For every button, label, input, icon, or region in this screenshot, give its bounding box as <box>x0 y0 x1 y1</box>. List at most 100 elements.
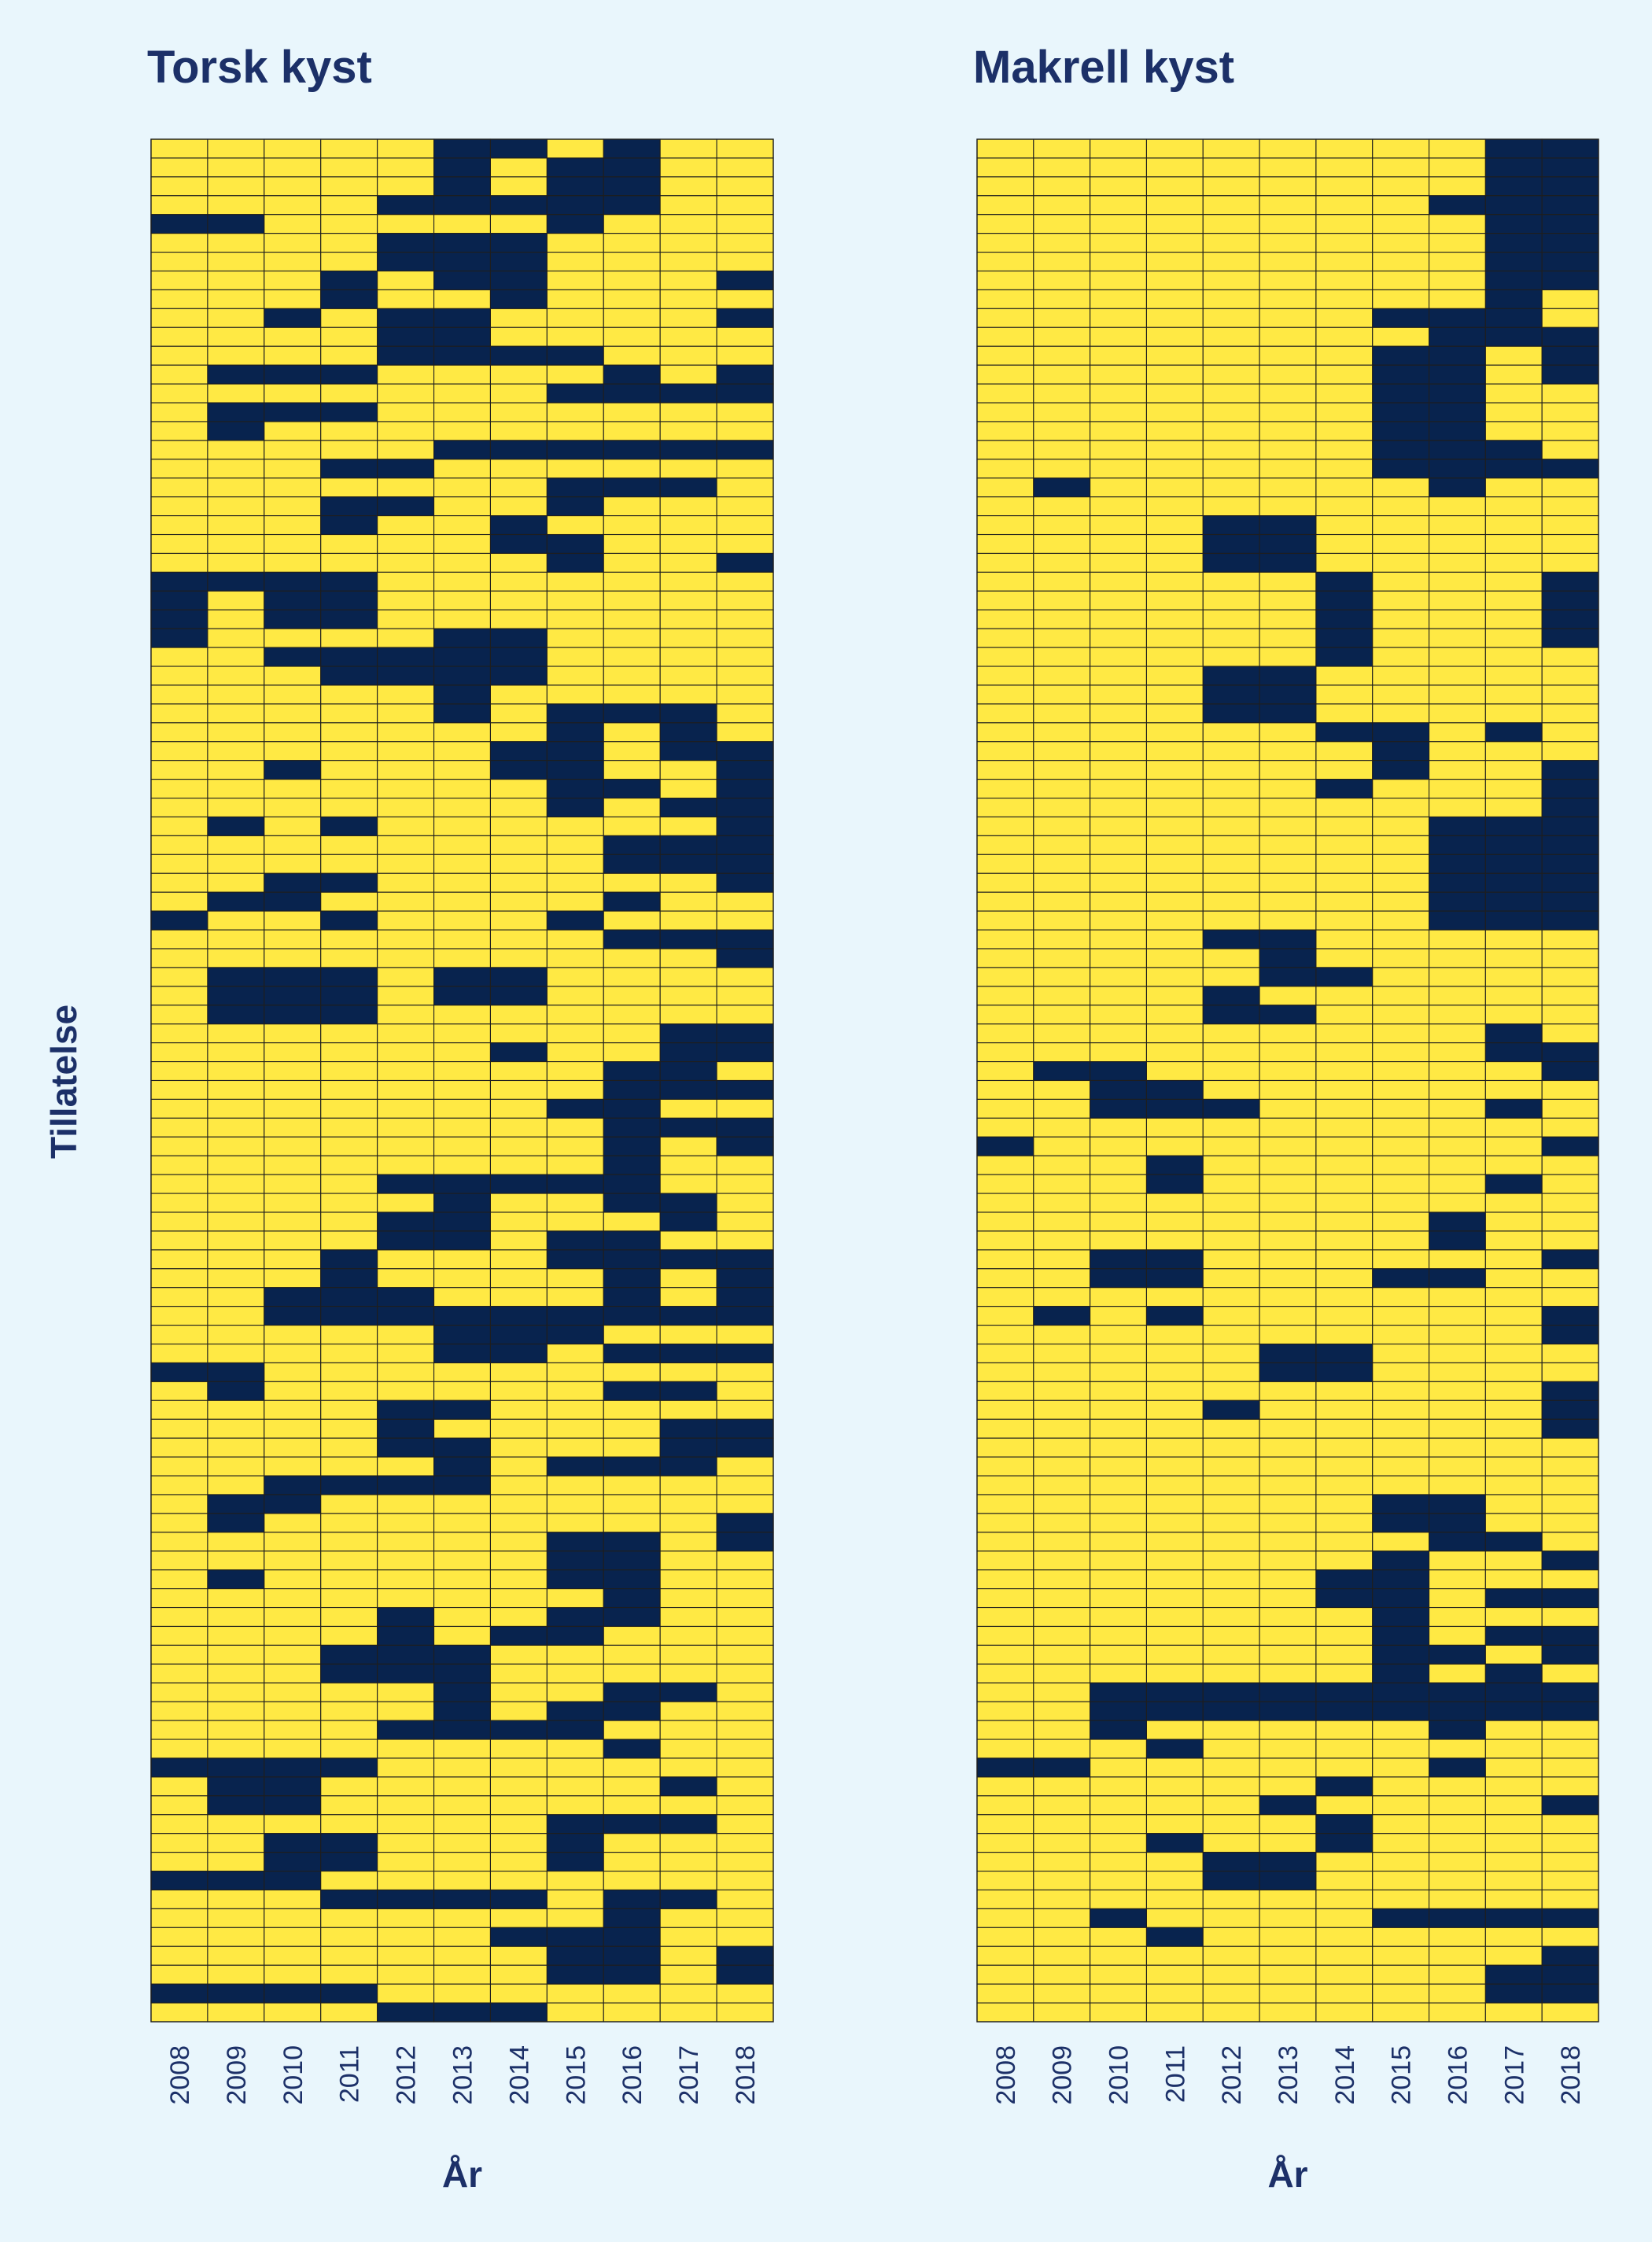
heatmap-cell <box>1484 1720 1543 1740</box>
heatmap-cell <box>1429 1964 1486 1985</box>
heatmap-cell <box>150 666 208 686</box>
heatmap-cell <box>150 929 208 950</box>
heatmap-cell <box>976 2002 1034 2023</box>
heatmap-cell <box>976 1513 1034 1533</box>
heatmap-cell <box>1541 1079 1599 1100</box>
heatmap-cell <box>1372 1682 1430 1702</box>
heatmap-cell <box>207 1193 265 1213</box>
heatmap-cell <box>1429 929 1486 950</box>
heatmap-cell <box>1541 891 1599 912</box>
heatmap-cell <box>1033 1532 1091 1552</box>
heatmap-cell <box>716 628 774 648</box>
heatmap-cell <box>1145 1306 1204 1326</box>
heatmap-cell <box>264 289 322 309</box>
heatmap-cell <box>1259 891 1317 912</box>
heatmap-cell <box>150 1814 208 1835</box>
heatmap-cell <box>433 2002 492 2023</box>
heatmap-cell <box>1372 1399 1430 1420</box>
heatmap-cell <box>1033 1814 1091 1835</box>
heatmap-cell <box>1145 176 1204 197</box>
heatmap-cell <box>1090 138 1148 159</box>
heatmap-cell <box>1259 1814 1317 1835</box>
heatmap-cell <box>1484 816 1543 836</box>
heatmap-cell <box>433 967 492 987</box>
heatmap-cell <box>1484 1437 1543 1458</box>
heatmap-cell <box>716 1757 774 1778</box>
heatmap-cell <box>1090 440 1148 460</box>
heatmap-cell <box>264 797 322 818</box>
heatmap-cell <box>1259 345 1317 366</box>
heatmap-cell <box>976 1117 1034 1138</box>
heatmap-cell <box>659 1983 717 2004</box>
heatmap-cell <box>1429 703 1486 724</box>
heatmap-cell <box>603 703 661 724</box>
heatmap-cell <box>207 967 265 987</box>
heatmap-cell <box>377 1663 435 1683</box>
heatmap-cell <box>264 872 322 893</box>
heatmap-cell <box>433 1098 492 1119</box>
heatmap-cell <box>1429 1757 1486 1778</box>
heatmap-cell <box>546 1889 604 1909</box>
heatmap-cell <box>659 1079 717 1100</box>
heatmap-cell <box>1090 1381 1148 1401</box>
heatmap-cell <box>1202 1117 1260 1138</box>
heatmap-cell <box>1484 948 1543 968</box>
heatmap-cell <box>207 1795 265 1816</box>
heatmap-cell <box>1259 1287 1317 1307</box>
heatmap-cell <box>1484 1625 1543 1646</box>
heatmap-cell <box>1202 854 1260 874</box>
heatmap-cell <box>1202 666 1260 686</box>
heatmap-cell <box>489 854 548 874</box>
heatmap-cell <box>659 270 717 290</box>
heatmap-cell <box>716 1098 774 1119</box>
heatmap-cell <box>1090 703 1148 724</box>
heatmap-cell <box>1259 1776 1317 1797</box>
heatmap-cell <box>603 854 661 874</box>
heatmap-cell <box>659 1551 717 1571</box>
heatmap-cell <box>976 628 1034 648</box>
heatmap-cell <box>716 1399 774 1420</box>
heatmap-cell <box>207 1964 265 1985</box>
heatmap-cell <box>433 1682 492 1702</box>
heatmap-cell <box>377 1042 435 1063</box>
heatmap-cell <box>1090 1230 1148 1251</box>
heatmap-cell <box>1372 440 1430 460</box>
heatmap-cell <box>659 1569 717 1590</box>
heatmap-cell <box>546 1833 604 1853</box>
heatmap-cell <box>1033 1701 1091 1721</box>
heatmap-cell <box>1145 1079 1204 1100</box>
heatmap-cell <box>1202 1494 1260 1514</box>
heatmap-cell <box>320 1795 378 1816</box>
heatmap-cell <box>1033 1625 1091 1646</box>
heatmap-cell <box>546 364 604 385</box>
heatmap-cell <box>150 1871 208 1891</box>
heatmap-cell <box>1541 252 1599 272</box>
heatmap-cell <box>320 647 378 667</box>
heatmap-cell <box>1541 345 1599 366</box>
heatmap-cell <box>1259 1852 1317 1872</box>
heatmap-cell <box>489 1663 548 1683</box>
heatmap-cell <box>264 1757 322 1778</box>
heatmap-cell <box>546 1757 604 1778</box>
heatmap-cell <box>1259 703 1317 724</box>
heatmap-cell <box>1033 1927 1091 1947</box>
heatmap-cell <box>976 1174 1034 1194</box>
heatmap-cell <box>1484 1249 1543 1270</box>
heatmap-cell <box>207 666 265 686</box>
heatmap-cell <box>320 2002 378 2023</box>
heatmap-cell <box>716 722 774 743</box>
heatmap-cell <box>320 157 378 178</box>
heatmap-cell <box>1202 1268 1260 1289</box>
heatmap-cell <box>150 1513 208 1533</box>
heatmap-cell <box>976 1249 1034 1270</box>
heatmap-cell <box>320 1606 378 1628</box>
heatmap-cell <box>320 440 378 460</box>
heatmap-cell <box>716 779 774 799</box>
heatmap-cell <box>976 1663 1034 1683</box>
heatmap-cell <box>1033 1061 1091 1082</box>
heatmap-cell <box>1202 948 1260 968</box>
heatmap-cell <box>1202 214 1260 234</box>
heatmap-cell <box>489 779 548 799</box>
heatmap-cell <box>377 289 435 309</box>
heatmap-cell <box>546 703 604 724</box>
